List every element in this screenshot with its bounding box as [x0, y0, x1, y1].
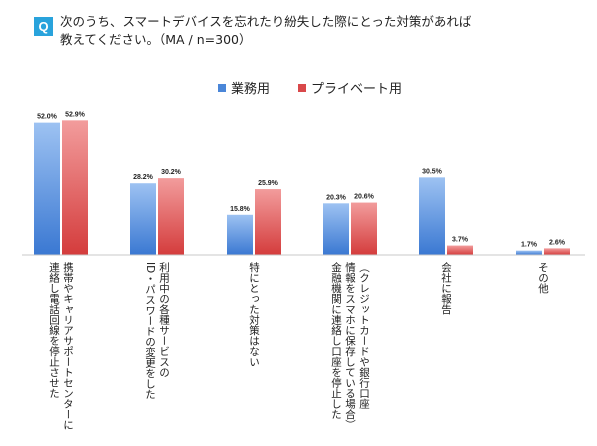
data-label-business-5: 1.7%: [521, 242, 538, 249]
legend-swatch-private: [298, 84, 306, 92]
category-label-line: 利用中の各種サービスの: [158, 262, 170, 378]
category-label-1: 利用中の各種サービスの ID・パスワードの変更をした: [144, 262, 170, 446]
question-badge: Q: [34, 17, 53, 36]
data-label-private-4: 3.7%: [452, 237, 469, 244]
data-label-private-3: 20.6%: [354, 194, 375, 201]
bar-private-4: [447, 245, 473, 255]
category-label-4: 会社に報告: [440, 262, 452, 446]
question-line-2: 教えてください。（MA / n=300）: [60, 32, 252, 47]
bar-private-0: [62, 120, 88, 255]
data-label-private-0: 52.9%: [65, 111, 86, 118]
bar-private-1: [158, 178, 184, 255]
legend-swatch-business: [218, 84, 226, 92]
bar-business-4: [419, 177, 445, 255]
bar-business-0: [34, 122, 60, 256]
category-label-5: その他: [537, 262, 549, 446]
legend-label-business: 業務用: [231, 82, 271, 97]
category-label-line: 特にとった対策はない: [248, 262, 260, 367]
bar-private-5: [544, 248, 570, 255]
bar-private-3: [351, 202, 377, 255]
legend-label-private: プライベート用: [311, 82, 403, 97]
question-line-1: 次のうち、スマートデバイスを忘れたり紛失した際にとった対策があれば: [60, 14, 472, 29]
question-text: 次のうち、スマートデバイスを忘れたり紛失した際にとった対策があれば 教えてくださ…: [60, 13, 580, 49]
legend-item-private: プライベート用: [298, 78, 402, 97]
bar-business-1: [130, 183, 156, 255]
bar-business-2: [227, 214, 253, 255]
category-label-line: その他: [537, 262, 549, 294]
data-label-business-2: 15.8%: [230, 206, 251, 213]
bar-business-3: [323, 203, 349, 255]
category-label-line: 会社に報告: [440, 262, 452, 315]
category-label-2: 特にとった対策はない: [248, 262, 260, 446]
category-label-line: 連絡し電話回線を停止させた: [48, 262, 60, 399]
category-label-line: （クレジットカードや銀行口座: [358, 262, 370, 409]
data-label-business-1: 28.2%: [133, 174, 154, 181]
data-label-private-1: 30.2%: [161, 169, 182, 176]
data-label-business-4: 30.5%: [422, 168, 443, 175]
category-label-0: 携帯やキャリアサポートセンターに 連絡し電話回線を停止させた: [48, 262, 74, 446]
category-label-line: ID・パスワードの変更をした: [144, 262, 156, 400]
bar-business-5: [516, 250, 542, 255]
legend-item-business: 業務用: [218, 78, 270, 97]
data-label-private-5: 2.6%: [549, 239, 566, 246]
category-label-line: 携帯やキャリアサポートセンターに: [62, 262, 74, 430]
category-label-3: （クレジットカードや銀行口座 情報をスマホに保存している場合） 金融機関に連絡し口座…: [330, 262, 370, 446]
data-label-private-2: 25.9%: [258, 180, 279, 187]
category-label-line: 情報をスマホに保存している場合）: [344, 262, 356, 430]
bar-private-2: [255, 189, 281, 255]
data-label-business-3: 20.3%: [326, 194, 347, 201]
data-label-business-0: 52.0%: [37, 114, 58, 121]
category-label-line: 金融機関に連絡し口座を停止した: [330, 262, 342, 420]
